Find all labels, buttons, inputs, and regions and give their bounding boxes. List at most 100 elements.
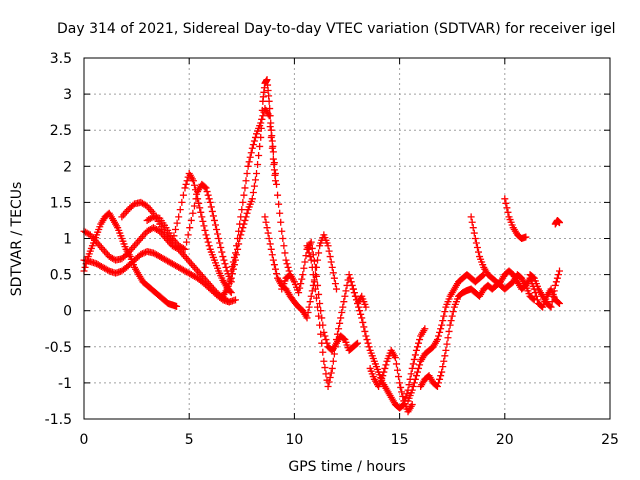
data-point bbox=[436, 375, 444, 383]
data-point bbox=[279, 235, 287, 242]
x-tick-label: 10 bbox=[285, 432, 303, 448]
data-point bbox=[352, 296, 360, 304]
data-point bbox=[438, 321, 446, 329]
data-point bbox=[330, 274, 338, 282]
data-point bbox=[408, 401, 416, 409]
data-point bbox=[307, 256, 315, 264]
data-point bbox=[172, 225, 180, 233]
y-tick-label: 0 bbox=[63, 304, 72, 320]
data-point bbox=[329, 357, 337, 365]
y-tick-label: 2 bbox=[63, 159, 72, 175]
data-point bbox=[138, 250, 146, 258]
data-point bbox=[317, 307, 325, 315]
x-tick-label: 5 bbox=[185, 432, 194, 448]
data-point bbox=[203, 235, 211, 242]
data-point bbox=[408, 364, 416, 372]
data-point bbox=[479, 272, 487, 280]
data-point bbox=[311, 285, 319, 293]
data-point bbox=[554, 271, 562, 279]
data-point bbox=[327, 258, 335, 266]
data-point bbox=[205, 195, 213, 203]
data-point bbox=[354, 299, 362, 307]
data-point bbox=[433, 336, 441, 344]
data-point bbox=[300, 264, 308, 272]
data-point bbox=[436, 328, 444, 336]
data-point bbox=[202, 231, 210, 239]
data-point bbox=[522, 233, 530, 241]
data-point bbox=[261, 213, 269, 221]
data-point bbox=[123, 250, 131, 258]
data-point bbox=[322, 336, 330, 344]
data-point bbox=[251, 176, 259, 184]
data-point bbox=[330, 350, 338, 358]
data-point bbox=[305, 249, 313, 257]
data-point bbox=[554, 299, 562, 307]
data-point bbox=[237, 213, 245, 221]
data-point bbox=[200, 222, 208, 230]
data-point bbox=[218, 248, 226, 256]
data-point bbox=[296, 284, 304, 292]
data-point bbox=[222, 263, 230, 271]
data-point bbox=[231, 249, 239, 257]
data-point bbox=[241, 184, 249, 192]
data-point bbox=[391, 354, 399, 362]
data-point bbox=[273, 270, 281, 278]
data-point bbox=[209, 212, 217, 220]
data-point bbox=[227, 289, 235, 297]
data-point bbox=[467, 213, 475, 221]
data-point bbox=[306, 298, 314, 306]
data-point bbox=[381, 364, 389, 372]
data-point bbox=[556, 299, 564, 307]
data-point bbox=[332, 336, 340, 344]
data-point bbox=[306, 253, 314, 261]
data-series bbox=[501, 195, 530, 242]
data-point bbox=[201, 183, 209, 191]
x-axis-label: GPS time / hours bbox=[288, 459, 405, 475]
y-tick-label: 0.5 bbox=[50, 268, 72, 284]
data-point bbox=[246, 153, 254, 161]
data-point bbox=[336, 319, 344, 327]
data-point bbox=[439, 363, 447, 371]
data-point bbox=[433, 383, 441, 391]
data-point bbox=[358, 314, 366, 322]
data-point bbox=[239, 198, 247, 206]
data-point bbox=[470, 229, 478, 237]
data-point bbox=[355, 303, 363, 311]
data-point bbox=[316, 321, 324, 329]
data-point bbox=[235, 227, 243, 235]
data-point bbox=[273, 180, 281, 188]
data-point bbox=[308, 244, 316, 252]
data-point bbox=[350, 289, 358, 297]
data-point bbox=[410, 355, 418, 363]
data-point bbox=[529, 273, 537, 281]
data-point bbox=[307, 238, 315, 246]
data-point bbox=[348, 281, 356, 289]
data-point bbox=[556, 219, 564, 227]
data-point bbox=[553, 274, 561, 282]
y-tick-label: -1.5 bbox=[45, 412, 72, 428]
data-point bbox=[319, 348, 327, 356]
data-point bbox=[326, 373, 334, 381]
data-point bbox=[503, 204, 511, 212]
data-point bbox=[318, 339, 326, 347]
data-point bbox=[267, 133, 275, 141]
data-point bbox=[238, 206, 246, 214]
data-point bbox=[359, 318, 367, 326]
data-point bbox=[349, 285, 357, 293]
data-point bbox=[216, 239, 224, 247]
data-point bbox=[446, 321, 454, 329]
data-point bbox=[399, 392, 407, 400]
data-point bbox=[203, 188, 211, 196]
data-point bbox=[184, 231, 192, 239]
data-point bbox=[234, 245, 242, 253]
data-point bbox=[334, 330, 342, 338]
data-point bbox=[408, 386, 416, 394]
data-point bbox=[532, 292, 540, 300]
data-series bbox=[118, 170, 235, 297]
data-point bbox=[268, 144, 276, 152]
data-point bbox=[361, 327, 369, 335]
data-point bbox=[437, 325, 445, 333]
data-point bbox=[316, 299, 324, 307]
data-point bbox=[237, 231, 245, 239]
